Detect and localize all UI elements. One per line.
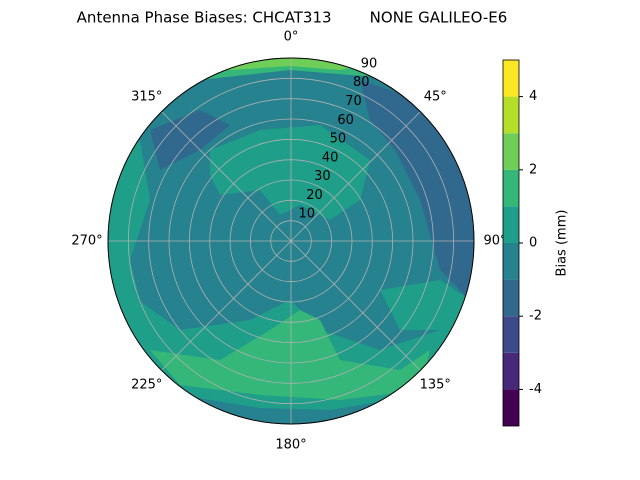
grid-spoke	[161, 240, 292, 371]
contour-region	[150, 310, 430, 400]
r-tick-label: 60	[337, 113, 354, 128]
r-tick-label: 40	[322, 150, 339, 165]
angle-tick-label: 0°	[284, 30, 299, 45]
angle-tick-label: 45°	[424, 89, 447, 104]
contour-region	[360, 80, 474, 300]
r-tick-label: 20	[306, 188, 323, 203]
colorbar-bin	[503, 206, 519, 243]
chart-title: Antenna Phase Biases: CHCAT313 NONE GALI…	[77, 9, 508, 27]
angle-tick-label: 270°	[71, 234, 102, 249]
colorbar-bin	[503, 169, 519, 207]
r-tick-label: 80	[353, 75, 370, 90]
colorbar-tick-label: 4	[529, 89, 537, 104]
grid-spoke	[290, 240, 421, 371]
colorbar-bin	[503, 60, 519, 97]
colorbar-tick-label: 2	[529, 162, 537, 177]
angle-tick-label: 90°	[483, 234, 506, 249]
r-tick-label: 50	[330, 132, 347, 147]
contour-region	[380, 280, 470, 330]
colorbar-tick-label: -2	[529, 309, 542, 324]
colorbar-tick-label: 0	[529, 236, 537, 251]
grid-spoke	[290, 111, 421, 242]
colorbar-bin	[503, 316, 519, 353]
r-tick-label: 90	[361, 56, 378, 71]
colorbar-bin	[503, 96, 519, 134]
colorbar-bin	[503, 133, 519, 170]
angle-tick-label: 315°	[131, 89, 162, 104]
colorbar-bin	[503, 243, 519, 280]
colorbar-tick-label: -4	[529, 382, 542, 397]
grid-spoke	[161, 111, 292, 242]
colorbar-bin	[503, 279, 519, 317]
r-tick-label: 70	[345, 94, 362, 109]
angle-tick-label: 135°	[420, 378, 451, 393]
angle-tick-label: 180°	[275, 438, 306, 453]
colorbar-label: Bias (mm)	[555, 210, 570, 277]
colorbar-bin	[503, 389, 519, 426]
angle-tick-label: 225°	[131, 378, 162, 393]
polar-frame	[107, 57, 475, 425]
contour-region	[210, 125, 370, 220]
r-tick-label: 10	[299, 207, 316, 222]
r-tick-label: 30	[314, 169, 331, 184]
colorbar-bin	[503, 352, 519, 390]
